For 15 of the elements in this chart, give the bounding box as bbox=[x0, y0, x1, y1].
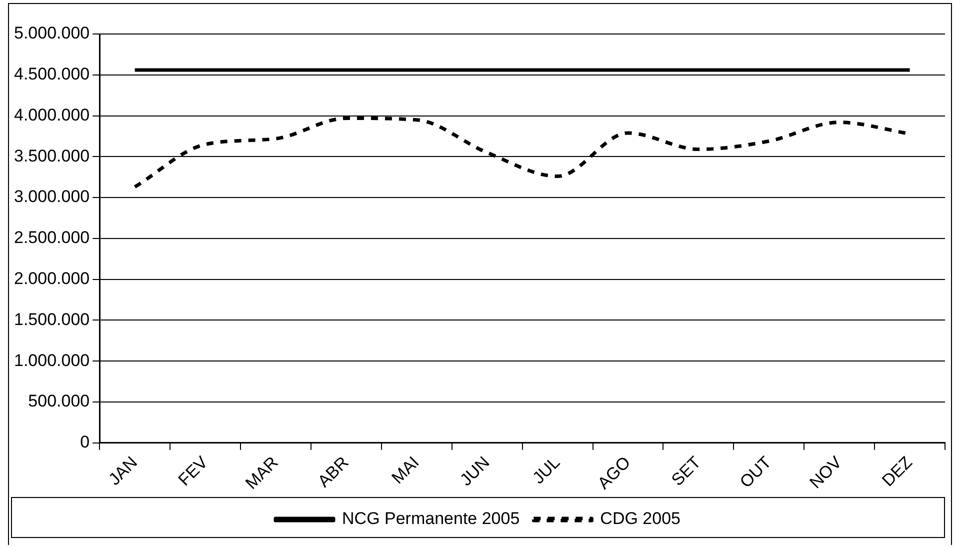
y-tick-label: 1.000.000 bbox=[14, 350, 90, 370]
x-tick-label: JUL bbox=[528, 452, 564, 488]
y-tick-label: 2.500.000 bbox=[14, 228, 90, 248]
y-tick-label: 500.000 bbox=[28, 392, 90, 411]
y-tick-label: 3.000.000 bbox=[14, 187, 90, 206]
y-tick-label: 5.000.000 bbox=[14, 24, 90, 43]
x-tick-label: MAI bbox=[388, 452, 423, 488]
y-tick-label: 0 bbox=[80, 432, 90, 452]
legend-label: NCG Permanente 2005 bbox=[342, 509, 520, 528]
y-tick-label: 1.500.000 bbox=[14, 310, 90, 329]
legend-label: CDG 2005 bbox=[600, 509, 680, 528]
y-tick-label: 2.000.000 bbox=[14, 269, 90, 288]
y-tick-label: 3.500.000 bbox=[14, 146, 90, 166]
y-tick-label: 4.000.000 bbox=[14, 105, 90, 124]
y-tick-label: 4.500.000 bbox=[14, 64, 90, 84]
